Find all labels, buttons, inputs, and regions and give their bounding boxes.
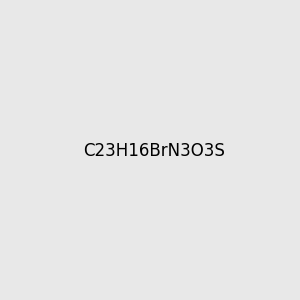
Text: C23H16BrN3O3S: C23H16BrN3O3S (83, 142, 225, 160)
